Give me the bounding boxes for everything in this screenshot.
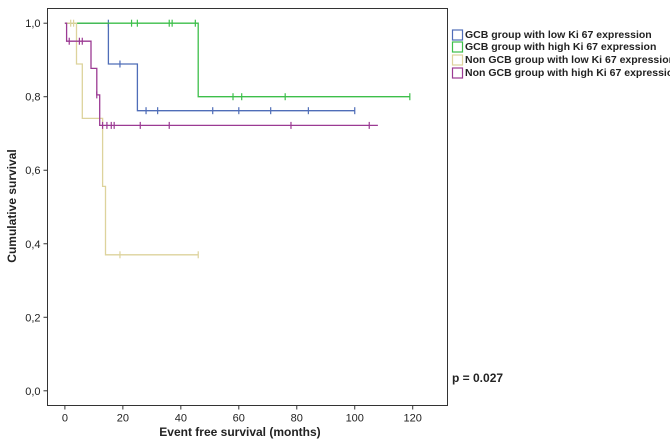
plot-frame xyxy=(47,8,448,406)
x-tick-label: 20 xyxy=(117,413,129,425)
y-tick-label: 0,8 xyxy=(25,92,40,104)
legend-swatch-nongcb-low xyxy=(451,54,464,66)
y-axis: 0,0 0,2 0,4 0,6 0,8 1,0 xyxy=(25,18,48,398)
x-tick-label: 40 xyxy=(175,413,187,425)
p-value-annotation: p = 0.027 xyxy=(452,371,503,385)
x-tick-label: 100 xyxy=(346,413,364,425)
y-tick-label: 0,4 xyxy=(25,239,40,251)
legend-label-gcb-high: GCB group with high Ki 67 expression xyxy=(465,41,656,53)
legend-label-nongcb-high: Non GCB group with high Ki 67 expression xyxy=(465,67,670,79)
series-layer xyxy=(64,19,411,259)
series-nongcb-low xyxy=(64,19,199,259)
legend-swatch-nongcb-high xyxy=(451,67,464,79)
series-gcb-high xyxy=(64,19,411,101)
x-tick-label: 120 xyxy=(404,413,422,425)
y-tick-label: 0,0 xyxy=(25,386,40,398)
legend-swatch-gcb-low xyxy=(451,29,464,41)
x-tick-label: 60 xyxy=(233,413,245,425)
series-line-nongcb-low xyxy=(64,22,199,256)
x-tick-label: 80 xyxy=(291,413,303,425)
x-tick-label: 0 xyxy=(62,413,68,425)
series-nongcb-high xyxy=(64,22,378,129)
series-line-nongcb-high xyxy=(64,22,378,127)
legend-label-gcb-low: GCB group with low Ki 67 expression xyxy=(465,29,652,41)
x-axis-title: Event free survival (months) xyxy=(159,425,320,439)
y-tick-label: 1,0 xyxy=(25,18,40,30)
legend-label-nongcb-low: Non GCB group with low Ki 67 expression xyxy=(465,54,670,66)
legend-swatch-gcb-high xyxy=(451,41,464,53)
y-tick-label: 0,2 xyxy=(25,312,40,324)
x-axis: 0 20 40 60 80 100 120 xyxy=(62,405,422,425)
legend: GCB group with low Ki 67 expression GCB … xyxy=(451,29,670,79)
y-tick-label: 0,6 xyxy=(25,165,40,177)
y-axis-title: Cumulative survival xyxy=(5,149,19,262)
